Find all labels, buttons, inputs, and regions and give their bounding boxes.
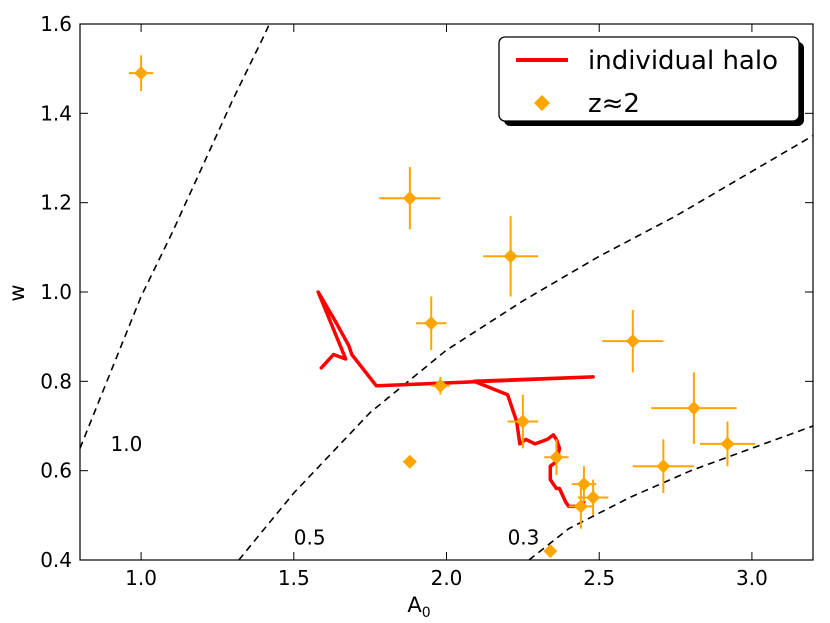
reference-curve-label-0.5: 0.5 — [294, 526, 326, 550]
y-axis-label: w — [5, 284, 29, 301]
diamond-marker — [625, 334, 640, 349]
reference-curve-label-1.0: 1.0 — [111, 432, 143, 456]
data-point — [402, 454, 417, 469]
diamond-marker — [424, 316, 439, 331]
reference-curve-1.0 — [80, 24, 271, 449]
x-axis-label-subscript: 0 — [422, 605, 431, 621]
legend-label-points: z≈2 — [588, 89, 640, 119]
data-point — [632, 439, 694, 493]
diamond-marker — [656, 459, 671, 474]
x-tick-label: 3.0 — [736, 566, 768, 590]
legend: individual halo z≈2 — [498, 36, 804, 126]
data-point — [543, 544, 558, 559]
data-point — [128, 55, 154, 91]
y-tick-label: 1.6 — [40, 12, 72, 36]
diamond-marker — [402, 454, 417, 469]
reference-curve-label-0.3: 0.3 — [508, 526, 540, 550]
reference-curves — [80, 24, 813, 560]
individual-halo-line — [316, 290, 595, 509]
diamond-marker — [586, 490, 601, 505]
diamond-marker — [576, 477, 591, 492]
diamond-marker — [402, 191, 417, 206]
data-point — [577, 479, 609, 516]
y-tick-label: 1.0 — [40, 280, 72, 304]
x-tick-label: 2.5 — [583, 566, 615, 590]
z2-points — [128, 55, 755, 559]
x-tick-label: 1.0 — [125, 566, 157, 590]
data-point — [651, 372, 737, 444]
reference-curve-0.3 — [528, 425, 813, 560]
data-point — [602, 309, 664, 373]
x-tick-label: 1.5 — [278, 566, 310, 590]
halo-track — [316, 290, 595, 509]
x-axis-label-main: A — [407, 593, 422, 617]
diamond-marker — [549, 450, 564, 465]
data-point — [544, 439, 569, 476]
diamond-marker — [503, 249, 518, 264]
x-axis-label: A0 — [407, 593, 430, 621]
data-point — [699, 421, 755, 467]
data-point — [483, 216, 539, 297]
legend-marker-swatch — [534, 95, 550, 111]
diamond-marker — [134, 66, 149, 81]
data-point — [507, 394, 539, 449]
y-tick-label: 1.4 — [40, 101, 72, 125]
diamond-marker — [573, 499, 588, 514]
diamond-marker — [433, 378, 448, 393]
diamond-marker — [543, 544, 558, 559]
reference-curve-labels: 1.0 0.5 0.3 — [111, 432, 540, 550]
y-tick-label: 1.2 — [40, 191, 72, 215]
diamond-marker — [686, 401, 701, 416]
axis-ticks: 1.0 1.5 2.0 2.5 3.0 0.4 0.6 0.8 1.0 1.2 1.4 1.6 — [40, 12, 813, 590]
reference-curve-0.5 — [238, 135, 813, 560]
diamond-marker — [720, 436, 735, 451]
legend-box — [498, 36, 800, 122]
data-point — [379, 166, 441, 230]
data-point — [415, 296, 447, 351]
y-tick-label: 0.8 — [40, 369, 72, 393]
y-tick-label: 0.4 — [40, 548, 72, 572]
diamond-marker — [515, 414, 530, 429]
y-tick-label: 0.6 — [40, 459, 72, 483]
legend-label-line: individual halo — [588, 46, 778, 76]
x-tick-label: 2.0 — [431, 566, 463, 590]
data-point — [431, 376, 450, 395]
data-point — [568, 484, 594, 529]
